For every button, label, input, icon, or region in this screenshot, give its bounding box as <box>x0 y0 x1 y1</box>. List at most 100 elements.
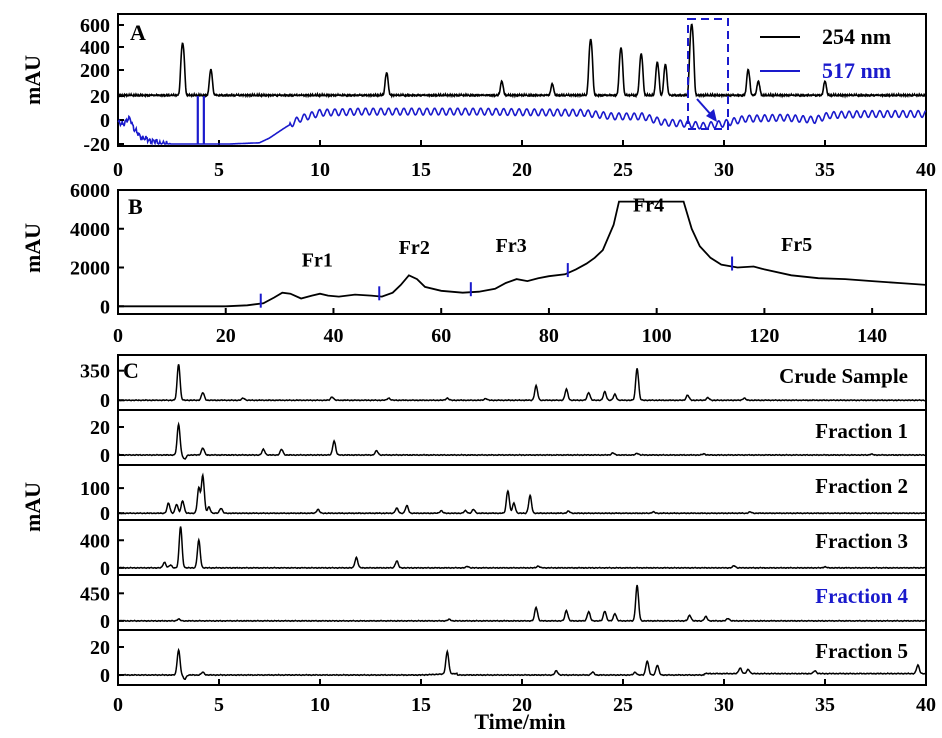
x-tick-label-40: 40 <box>323 325 343 347</box>
y-tick-label-fraction-1-20: 20 <box>90 417 110 439</box>
x-tick-label-30: 30 <box>714 159 734 181</box>
y-tick-label-fraction-4-450: 450 <box>80 583 110 605</box>
panel-c-x-ticks: 0 5 10 15 20 25 30 35 40 <box>113 679 936 716</box>
y-tick-label-fraction-3-400: 400 <box>80 530 110 552</box>
chromatogram-crude-sample: 350 0 Crude Sample <box>80 354 927 412</box>
x-tick-label-0: 0 <box>113 325 123 347</box>
series-line-fraction-4 <box>118 584 926 623</box>
trace-label-fraction-1: Fraction 1 <box>815 419 908 443</box>
fraction-labels: Fr1 Fr2 Fr3 Fr4 Fr5 <box>302 194 813 271</box>
chromatogram-fraction-2: 100 0 Fraction 2 <box>80 464 927 525</box>
trace-label-fraction-5: Fraction 5 <box>815 639 908 663</box>
chromatogram-fraction-4: 450 0 Fraction 4 <box>80 574 927 633</box>
panel-b-label: B <box>128 194 143 219</box>
x-tick-label-0: 0 <box>113 159 123 181</box>
panel-a-label: A <box>130 20 146 45</box>
x-tick-label-40: 40 <box>916 159 936 181</box>
legend: 254 nm 517 nm <box>760 24 891 83</box>
trace-label-fraction-4: Fraction 4 <box>815 584 908 608</box>
panel-b-ylabel: mAU <box>20 223 45 273</box>
y-tick-label-fraction-2-100: 100 <box>80 478 110 500</box>
x-tick-label-60: 60 <box>431 325 451 347</box>
series-line-517nm <box>117 107 927 146</box>
panel-c-xlabel: Time/min <box>474 709 565 734</box>
y-tick-label-crude-sample-350: 350 <box>80 361 110 383</box>
x-tick-label-120: 120 <box>749 325 779 347</box>
x-tick-label-20: 20 <box>216 325 236 347</box>
y-tick-label-fraction-2-0: 0 <box>100 503 110 525</box>
series-line-fraction-3 <box>118 526 925 570</box>
fraction-cut-marks <box>259 256 734 308</box>
x-tick-label-15: 15 <box>411 694 431 716</box>
y-tick-label-fraction-1-0: 0 <box>100 445 110 467</box>
y-tick-label-2000: 2000 <box>70 258 110 280</box>
panel-c-label: C <box>123 358 139 383</box>
x-tick-label-25: 25 <box>613 159 633 181</box>
trace-label-crude-sample: Crude Sample <box>779 364 908 388</box>
panel-c-ylabel: mAU <box>20 482 45 532</box>
chromatogram-fraction-5: 20 0 Fraction 5 <box>90 629 927 687</box>
trace-label-fraction-2: Fraction 2 <box>815 474 908 498</box>
y-tick-label-0: 0 <box>100 296 110 318</box>
fraction-label-fr2: Fr2 <box>399 237 430 259</box>
fraction-label-fr3: Fr3 <box>496 235 527 257</box>
panel-b-x-ticks: 0 20 40 60 80 100 120 140 <box>113 308 887 347</box>
frame-fraction-5 <box>117 629 927 686</box>
series-line-fraction-1 <box>118 421 926 460</box>
fraction-label-fr1: Fr1 <box>302 250 333 272</box>
panel-b-frame <box>117 189 927 315</box>
fraction-label-fr4: Fr4 <box>633 194 664 216</box>
frame-fraction-2 <box>117 464 927 521</box>
chromatogram-fraction-3: 400 0 Fraction 3 <box>80 519 927 580</box>
trace-label-fraction-3: Fraction 3 <box>815 529 908 553</box>
zoom-box <box>687 18 729 130</box>
fraction-label-fr5: Fr5 <box>781 234 812 256</box>
series-line-fraction-5 <box>119 647 926 681</box>
x-tick-label-140: 140 <box>857 325 887 347</box>
x-tick-label-5: 5 <box>214 159 224 181</box>
y-tick-label-600: 600 <box>80 15 110 37</box>
y-tick-label-fraction-4-0: 0 <box>100 611 110 633</box>
chromatogram-fraction-1: 20 0 Fraction 1 <box>90 409 927 467</box>
x-tick-label-35: 35 <box>815 694 835 716</box>
x-tick-label-10: 10 <box>310 694 330 716</box>
x-tick-label-40: 40 <box>916 694 936 716</box>
x-tick-label-20: 20 <box>512 159 532 181</box>
y-tick-label-0: 0 <box>100 110 110 132</box>
x-tick-label-30: 30 <box>714 694 734 716</box>
panel-a-frame <box>117 13 927 147</box>
y-tick-label-400: 400 <box>80 37 110 59</box>
series-line-fraction-2 <box>118 472 925 515</box>
x-tick-label-20: 20 <box>512 694 532 716</box>
x-tick-label-35: 35 <box>815 159 835 181</box>
y-tick-label-20: 20 <box>90 86 110 108</box>
x-tick-label-80: 80 <box>539 325 559 347</box>
panel-a-ylabel: mAU <box>20 55 45 105</box>
frame-fraction-1 <box>117 409 927 466</box>
y-tick-label-6000: 6000 <box>70 180 110 202</box>
y-tick-label-fraction-5-20: 20 <box>90 637 110 659</box>
panel-b: B mAU 0 2000 4000 6000 0 20 40 60 80 100 120 140 F… <box>20 180 927 347</box>
panel-b-y-ticks: 0 2000 4000 6000 <box>70 180 124 318</box>
legend-label-517nm: 517 nm <box>822 58 891 83</box>
x-tick-label-0: 0 <box>113 694 123 716</box>
x-tick-label-5: 5 <box>214 694 224 716</box>
zoom-arrow-head <box>706 109 717 122</box>
y-tick-label-fraction-5-0: 0 <box>100 665 110 687</box>
series-line-254nm <box>118 23 926 99</box>
series-line-crude-sample <box>118 364 926 402</box>
x-tick-label-25: 25 <box>613 694 633 716</box>
panel-c-chromatograms: 350 0 Crude Sample 20 0 Fraction 1 100 0 Fractio… <box>80 354 927 687</box>
series-line-fractionation <box>118 200 927 308</box>
y-tick-label-200: 200 <box>80 60 110 82</box>
legend-label-254nm: 254 nm <box>822 24 891 49</box>
x-tick-label-15: 15 <box>411 159 431 181</box>
frame-fraction-3 <box>117 519 927 576</box>
x-tick-label-100: 100 <box>642 325 672 347</box>
y-tick-label-20: -20 <box>83 134 110 156</box>
y-tick-label-fraction-3-0: 0 <box>100 558 110 580</box>
